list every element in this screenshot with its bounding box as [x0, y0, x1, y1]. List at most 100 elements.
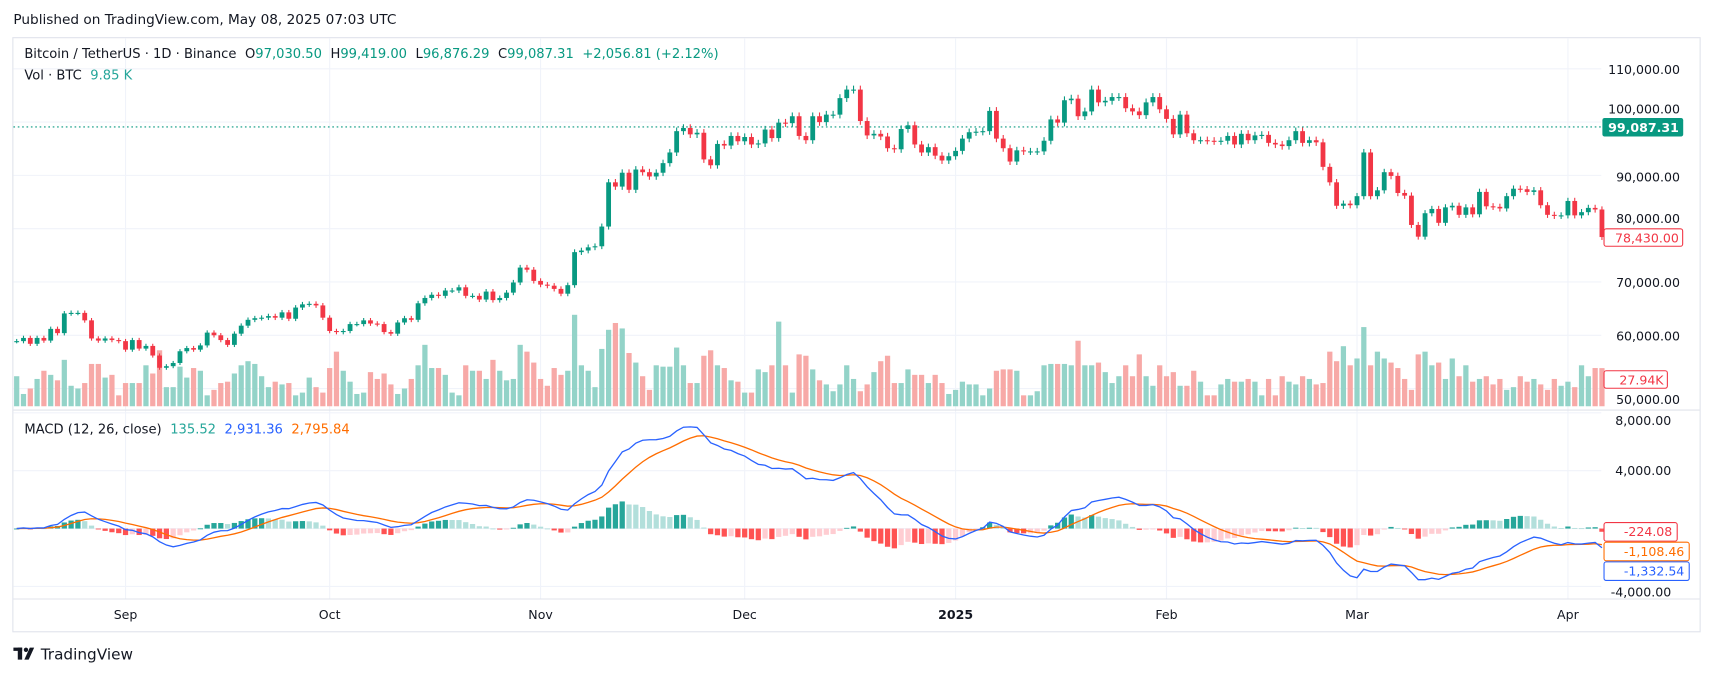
volume-bar	[1279, 376, 1285, 407]
volume-bar	[1163, 376, 1170, 407]
macd-histogram-bar	[1490, 520, 1496, 529]
candle-up	[694, 132, 700, 135]
candle-down	[27, 337, 33, 344]
tradingview-logo-icon	[13, 647, 35, 660]
macd-histogram-bar	[415, 526, 421, 529]
candle-down	[783, 122, 788, 124]
volume-bar	[803, 355, 809, 407]
candle-down	[613, 182, 618, 187]
candle-down	[878, 133, 884, 137]
macd-histogram-bar	[435, 520, 442, 529]
candle-down	[1123, 97, 1129, 109]
symbol-legend[interactable]: Bitcoin / TetherUS · 1D · Binance O97,03…	[24, 47, 718, 62]
volume-bar	[1429, 365, 1435, 407]
candle-down	[136, 340, 142, 349]
candle-down	[1055, 119, 1061, 123]
macd-axis[interactable]: 8,000.00 4,000.00 -4,000.00 -224.08 -1,1…	[1603, 413, 1690, 599]
volume-bar	[279, 384, 285, 407]
macd-histogram-bar	[1048, 525, 1054, 529]
candle-down	[1538, 190, 1544, 206]
macd-histogram-bar	[912, 528, 918, 543]
macd-histogram-bar	[782, 528, 789, 536]
volume-bar	[483, 378, 489, 407]
volume-bar	[850, 378, 857, 407]
candle-up	[34, 337, 40, 344]
macd-histogram-bar	[660, 516, 666, 529]
candle-down	[327, 317, 333, 332]
macd-histogram-bar	[95, 528, 101, 530]
candle-up	[959, 138, 965, 151]
volume-bar	[395, 393, 401, 407]
macd-histogram-bar	[116, 528, 122, 534]
time-label: Apr	[1557, 607, 1580, 622]
volume-bar	[619, 328, 625, 407]
volume-bar	[694, 383, 700, 407]
volume-bar	[1320, 383, 1326, 407]
candle-down	[1368, 152, 1374, 197]
candle-down	[857, 89, 863, 122]
candle-down	[721, 143, 727, 146]
macd-histogram-bar	[1218, 528, 1224, 541]
volume-bar	[354, 393, 360, 407]
macd-histogram-bar	[762, 528, 768, 539]
macd-histogram-bar	[1483, 520, 1489, 529]
candle-down	[1327, 166, 1333, 183]
candle-up	[1293, 131, 1299, 141]
volume-bar	[1361, 327, 1367, 407]
volume-bar	[830, 391, 836, 407]
volume-bar	[27, 388, 33, 407]
candle-down	[1075, 98, 1081, 117]
macd-histogram-bar	[871, 528, 877, 542]
macd-histogram-bar	[1204, 528, 1210, 543]
volume-bar	[932, 374, 938, 407]
volume-bar	[129, 383, 135, 407]
macd-histogram-bar	[265, 518, 272, 529]
candle-down	[544, 284, 550, 286]
volume-bar	[1524, 381, 1530, 407]
macd-histogram-bar	[1231, 528, 1238, 539]
macd-legend[interactable]: MACD (12, 26, close) 135.52 2,931.36 2,7…	[24, 423, 349, 438]
volume-bar	[551, 368, 557, 407]
macd-histogram-bar	[1504, 519, 1510, 529]
macd-histogram-bar	[388, 528, 394, 535]
candle-up	[170, 362, 176, 367]
volume-bar	[1531, 378, 1537, 407]
macd-histogram-bar	[551, 528, 557, 531]
candle-down	[225, 340, 231, 345]
candle-down	[1320, 142, 1326, 167]
macd-histogram-bar	[490, 528, 496, 530]
tradingview-logo[interactable]: TradingView	[13, 646, 133, 664]
macd-histogram-bar	[653, 514, 659, 529]
macd-histogram-bar	[728, 528, 734, 537]
volume-bar	[1381, 358, 1387, 407]
candle-up	[266, 316, 271, 318]
candle-up	[789, 116, 795, 124]
volume-legend[interactable]: Vol · BTC 9.85 K	[24, 69, 132, 84]
volume-bar	[871, 372, 877, 407]
volume-bar	[109, 374, 115, 407]
volume-bar	[612, 322, 619, 407]
candle-up	[361, 320, 367, 325]
macd-histogram-bar	[476, 526, 482, 529]
volume-bar	[728, 380, 734, 407]
candle-down	[1136, 111, 1142, 116]
macd-histogram-bar	[667, 517, 673, 529]
macd-histogram-bar	[1014, 528, 1020, 534]
candle-up	[830, 114, 836, 116]
candle-up	[905, 125, 911, 130]
candle-down	[687, 127, 693, 135]
macd-signal-label: -1,108.46	[1624, 544, 1684, 559]
volume-bar	[973, 384, 979, 407]
volume-bar	[54, 380, 61, 407]
volume-bar	[1592, 368, 1598, 407]
macd-histogram-bar	[1531, 516, 1537, 529]
time-axis[interactable]: Sep Oct Nov Dec 2025 Feb Mar Apr	[114, 607, 1580, 622]
macd-histogram-bar	[823, 528, 829, 535]
volume-bar	[116, 395, 122, 407]
macd-histogram-bar	[1095, 516, 1102, 529]
candle-up	[1341, 203, 1346, 206]
macd-histogram-bar	[701, 527, 707, 529]
price-axis[interactable]: 110,000.00 100,000.00 90,000.00 80,000.0…	[1602, 62, 1684, 407]
macd-histogram-bar	[524, 523, 530, 529]
